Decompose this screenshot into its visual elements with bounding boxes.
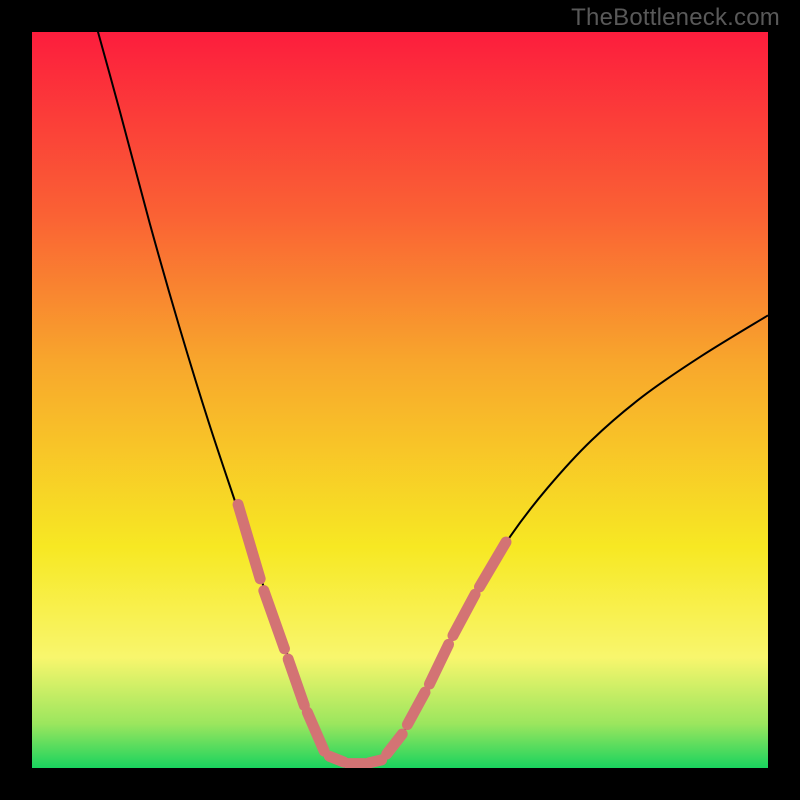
watermark-label: TheBottleneck.com (571, 4, 780, 32)
overlay-segment (369, 760, 382, 763)
overlay-segment (329, 756, 344, 762)
chart-container: TheBottleneck.com (0, 0, 800, 800)
gradient-background (32, 32, 768, 768)
bottleneck-chart (0, 0, 800, 800)
